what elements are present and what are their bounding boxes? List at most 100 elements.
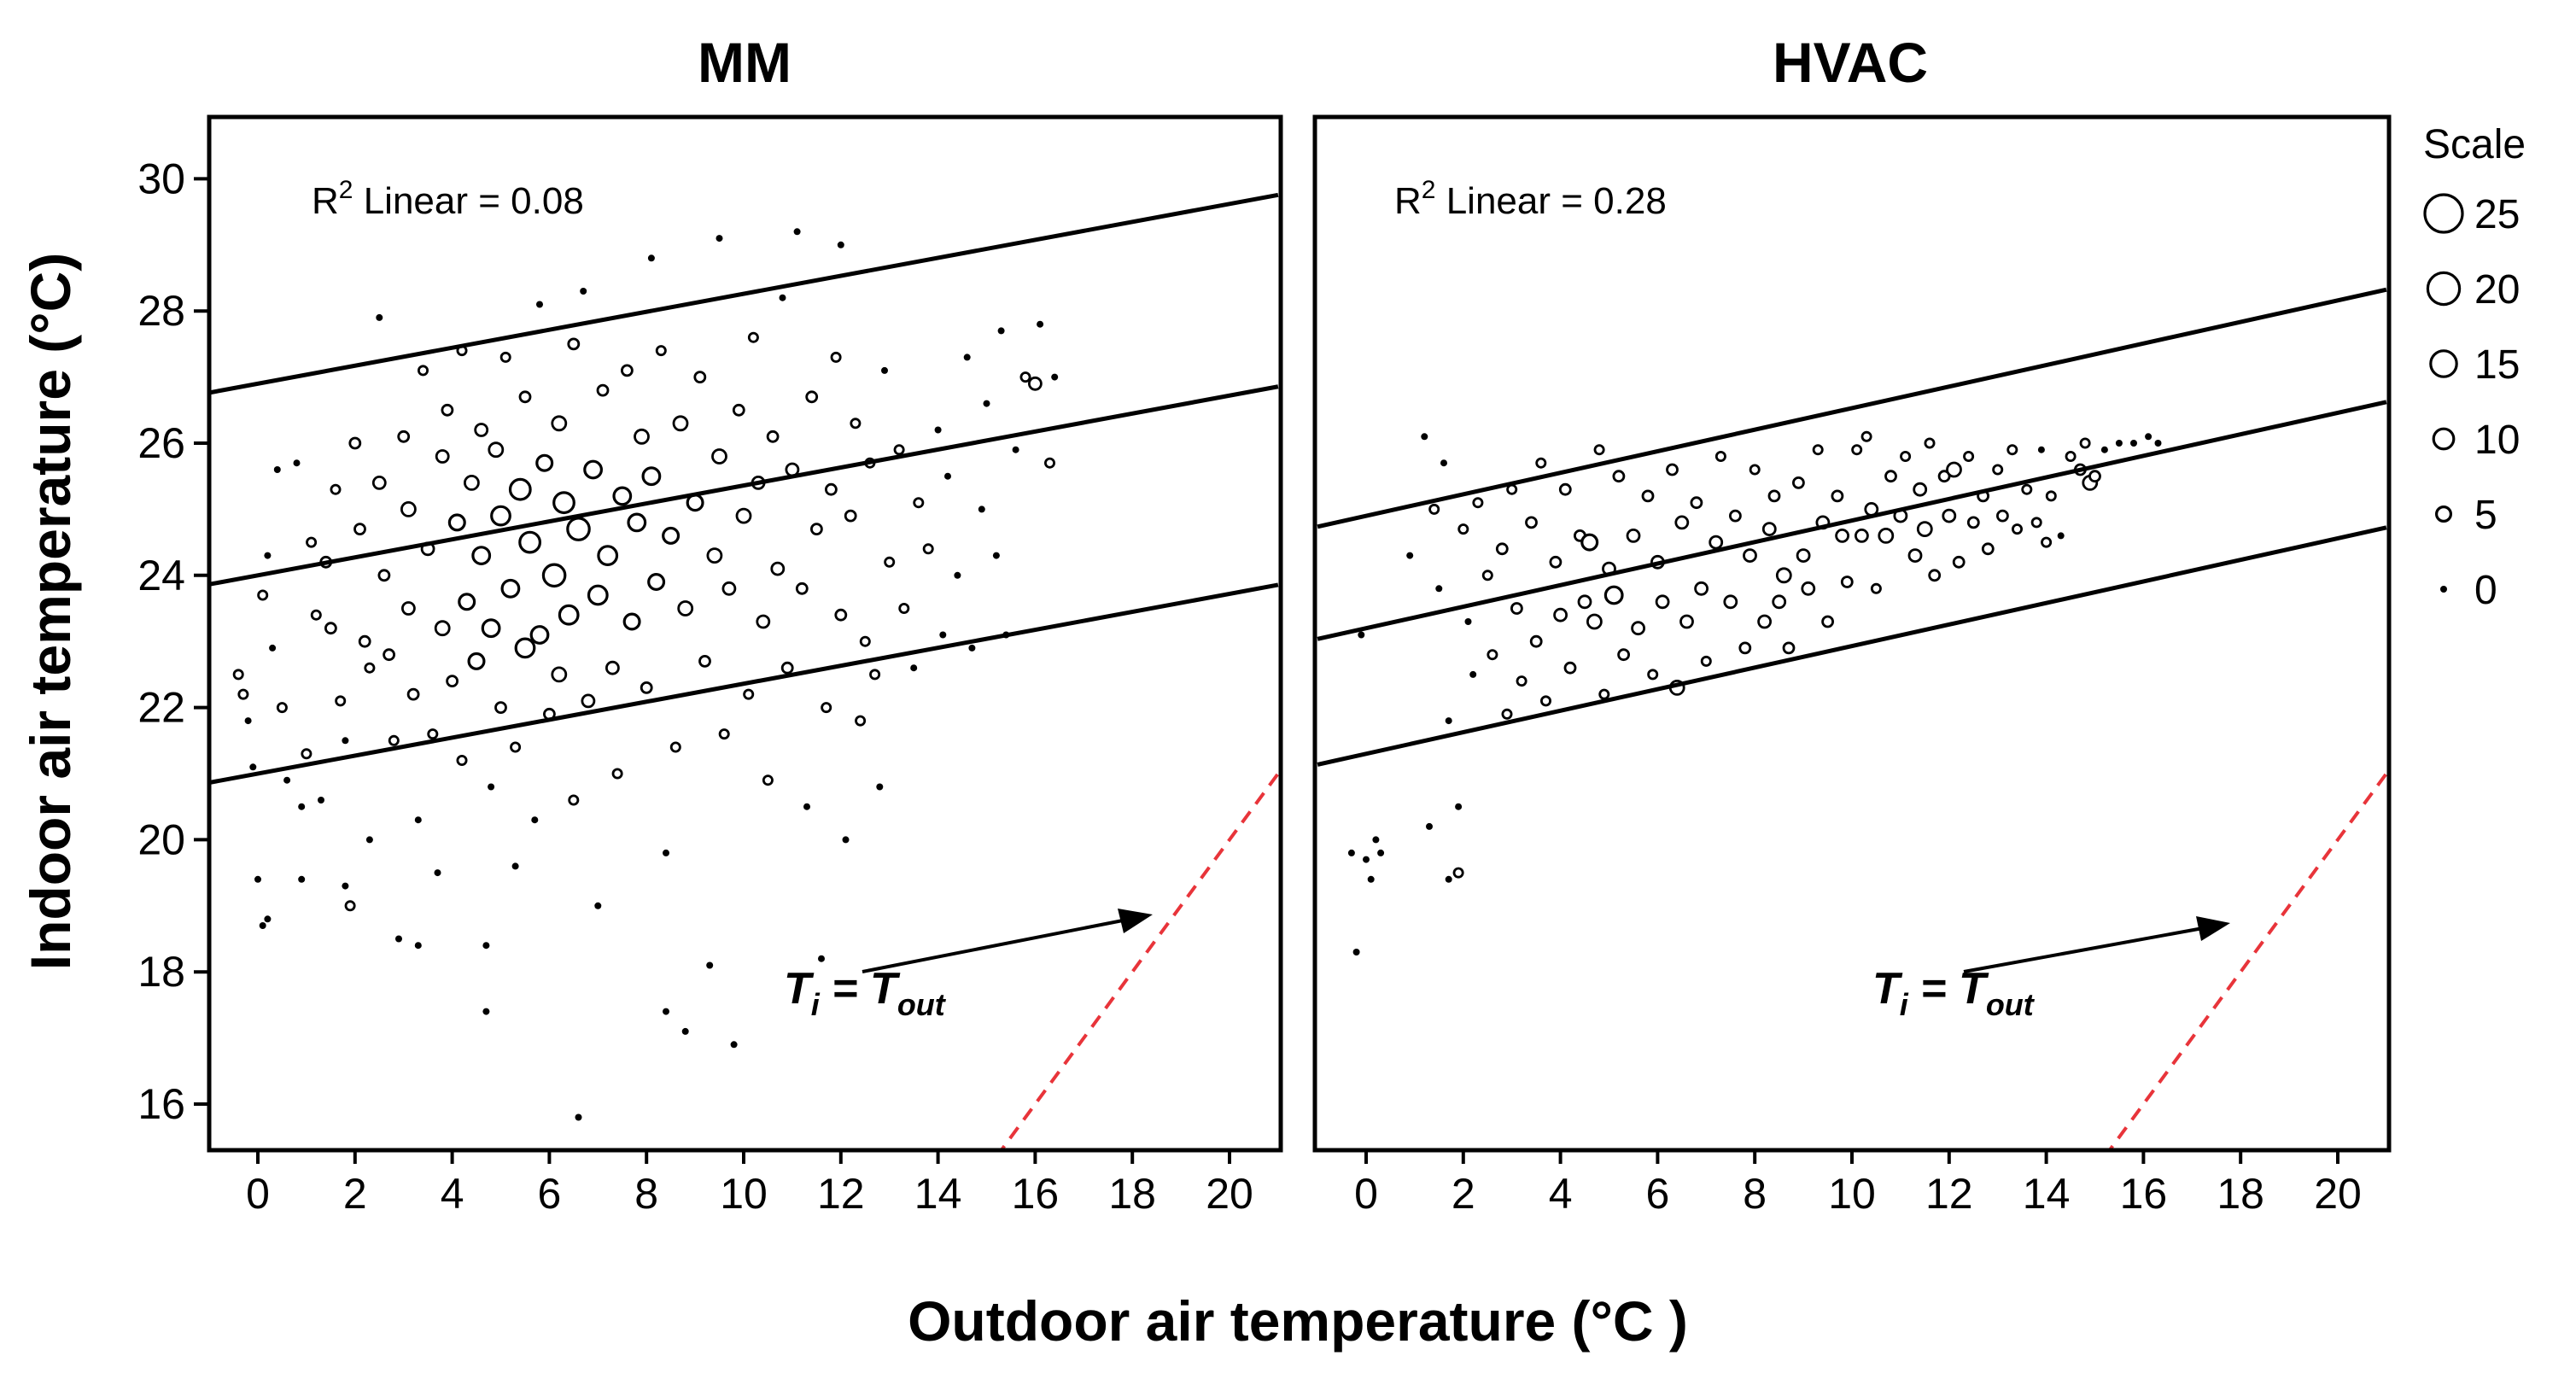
x-tick-label: 16 <box>2120 1170 2168 1218</box>
legend-marker <box>2435 505 2453 523</box>
eq-i: i <box>1900 987 1909 1022</box>
data-point <box>318 797 324 804</box>
x-tick-label: 10 <box>720 1170 768 1218</box>
data-point <box>893 444 905 456</box>
x-tick-label: 20 <box>2314 1170 2362 1218</box>
data-point <box>330 483 342 495</box>
data-point <box>1617 648 1630 662</box>
data-point <box>1472 497 1484 509</box>
data-point <box>743 688 755 700</box>
data-point <box>884 556 896 568</box>
data-point <box>1791 476 1805 489</box>
data-point <box>324 622 337 635</box>
data-point <box>762 774 774 786</box>
data-point <box>365 836 373 844</box>
x-tick-label: 2 <box>343 1170 367 1218</box>
data-point <box>1019 371 1031 383</box>
data-point <box>1377 849 1385 856</box>
legend-marker <box>2426 271 2462 307</box>
data-point <box>552 491 575 515</box>
data-point <box>481 618 501 639</box>
data-point <box>377 569 391 582</box>
data-point <box>254 875 261 883</box>
data-point <box>663 849 669 856</box>
data-point <box>1426 822 1433 830</box>
data-point <box>1626 529 1641 543</box>
data-point <box>298 803 306 810</box>
data-point <box>383 648 396 662</box>
legend-marker <box>2432 427 2456 451</box>
eq-t: T <box>1872 964 1903 1014</box>
x-tick-label: 12 <box>817 1170 865 1218</box>
lower-bound-line <box>1317 525 2387 767</box>
fit-line <box>209 384 1279 587</box>
data-point <box>2145 433 2153 441</box>
data-point <box>1761 522 1777 536</box>
data-point <box>1907 548 1923 563</box>
data-point <box>397 430 411 443</box>
data-point <box>1796 548 1811 563</box>
r-text: Linear = 0.08 <box>353 180 583 222</box>
data-point <box>718 728 730 740</box>
data-point <box>1878 528 1895 544</box>
eq-t2: T <box>870 964 901 1014</box>
data-point <box>1028 376 1043 391</box>
x-axis-label: Outdoor air temperature (°C ) <box>908 1289 1688 1353</box>
data-point <box>597 545 619 566</box>
equality-line <box>999 772 1280 1150</box>
data-point <box>1738 641 1752 655</box>
data-point <box>876 783 884 791</box>
data-point <box>376 313 383 321</box>
data-point <box>662 526 681 545</box>
data-point <box>364 662 376 674</box>
data-point <box>1992 464 2004 476</box>
data-point <box>1694 581 1709 596</box>
data-point <box>850 418 862 430</box>
data-point <box>1831 489 1844 503</box>
x-tick-label: 2 <box>1452 1170 1475 1218</box>
data-point <box>1690 496 1703 510</box>
data-point <box>821 702 832 714</box>
data-point <box>1469 670 1477 678</box>
data-point <box>1580 533 1599 552</box>
data-point <box>803 803 810 810</box>
y-tick-label: 16 <box>137 1080 185 1128</box>
data-point <box>536 301 543 308</box>
x-tick-label: 18 <box>2217 1170 2264 1218</box>
data-point <box>551 415 568 432</box>
data-point <box>677 600 694 617</box>
data-point <box>1870 582 1882 594</box>
data-point <box>1363 856 1370 863</box>
data-point <box>441 403 454 417</box>
data-point <box>681 1027 689 1035</box>
data-point <box>2030 517 2042 529</box>
data-point <box>1655 594 1670 610</box>
data-point <box>1051 373 1059 381</box>
r-letter: R <box>1394 180 1422 222</box>
data-point <box>1674 515 1690 530</box>
plot-frame <box>1312 114 2392 1153</box>
data-point <box>568 794 580 806</box>
data-point <box>276 702 288 714</box>
data-point <box>566 517 591 541</box>
data-point <box>1851 444 1863 456</box>
data-point <box>1358 631 1365 639</box>
data-point <box>834 608 848 622</box>
data-point <box>259 922 266 929</box>
data-point <box>805 390 819 404</box>
data-point <box>342 737 349 745</box>
data-point <box>558 604 580 626</box>
eq-t2: T <box>1959 964 1989 1014</box>
data-point <box>1037 320 1044 328</box>
eq-equals: = <box>1908 964 1959 1014</box>
data-point <box>358 634 371 648</box>
data-point <box>2041 536 2053 548</box>
equality-label: Ti = Tout <box>1872 964 2036 1022</box>
data-point <box>494 701 507 714</box>
data-point <box>898 603 910 615</box>
data-point <box>1952 555 1966 569</box>
data-point <box>1942 508 1957 523</box>
data-point <box>458 593 476 611</box>
